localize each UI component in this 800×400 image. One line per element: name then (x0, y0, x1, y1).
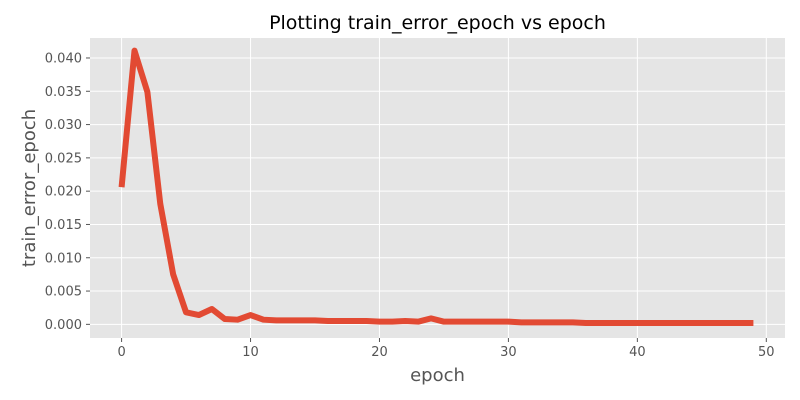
y-tick-label: 0.025 (45, 151, 82, 166)
x-tick-label: 30 (500, 345, 517, 360)
y-tick-label: 0.020 (45, 185, 82, 200)
grid-lines (90, 38, 785, 338)
y-tick-label: 0.015 (45, 218, 82, 233)
chart-title: Plotting train_error_epoch vs epoch (269, 12, 606, 34)
x-tick-label: 50 (758, 345, 775, 360)
x-tick-label: 10 (242, 345, 259, 360)
x-tick-label: 40 (629, 345, 646, 360)
y-tick-label: 0.040 (45, 51, 82, 66)
series-line (118, 47, 754, 327)
y-axis-label: train_error_epoch (19, 109, 40, 267)
x-axis-label: epoch (410, 365, 465, 386)
y-tick-label: 0.035 (45, 85, 82, 100)
y-tick-label: 0.010 (45, 251, 82, 266)
plot-area (90, 38, 785, 338)
y-tick-label: 0.030 (45, 118, 82, 133)
x-tick-label: 20 (371, 345, 388, 360)
y-tick-label: 0.000 (45, 318, 82, 333)
series-lines (118, 47, 754, 327)
axis-ticks: 0 10 20 30 40 50 0.000 0.005 0.010 0.015 0.020 0.02… (45, 51, 775, 360)
x-tick-label: 0 (117, 345, 125, 360)
y-tick-label: 0.005 (45, 285, 82, 300)
